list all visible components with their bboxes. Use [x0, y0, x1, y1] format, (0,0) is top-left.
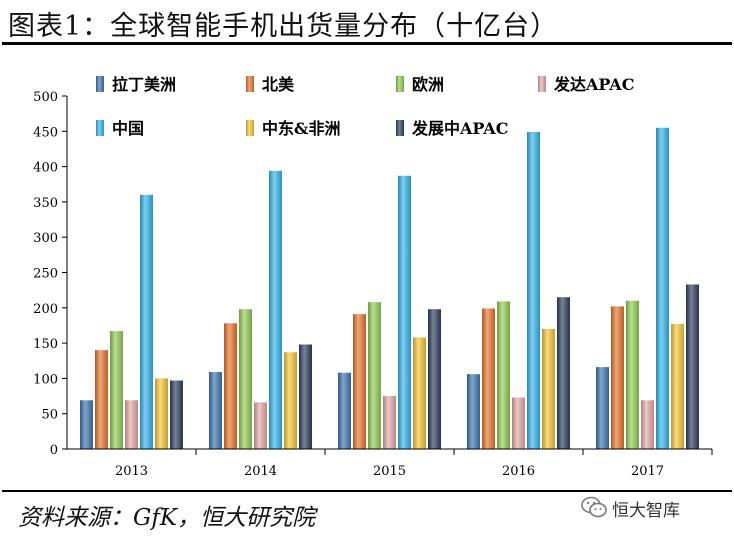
y-axis: 0 50 100 150 200 250 300 350 400 450 500 — [33, 90, 68, 458]
x-tick-label: 2013 — [115, 464, 148, 479]
y-tick-label: 400 — [33, 161, 58, 176]
legend-label: 欧洲 — [412, 75, 444, 94]
bar-2016-中东&非洲 — [542, 328, 555, 449]
legend-label: 中东&非洲 — [262, 119, 340, 138]
y-tick-label: 500 — [33, 90, 58, 105]
y-tick-label: 450 — [33, 125, 58, 140]
bar-2013-中东&非洲 — [155, 378, 168, 449]
bar-2013-欧洲 — [110, 331, 123, 449]
y-tick-label: 100 — [33, 372, 58, 387]
bar-2013-北美 — [95, 350, 108, 449]
footer-divider — [2, 490, 732, 492]
x-tick-label: 2016 — [502, 464, 535, 479]
bar-2015-中国 — [398, 175, 411, 449]
bar-2015-拉丁美洲 — [338, 372, 351, 449]
y-tick-label: 50 — [41, 408, 58, 423]
bar-2017-中东&非洲 — [671, 324, 684, 449]
source-note: 资料来源：GfK，恒大研究院 — [18, 505, 316, 531]
bar-2014-欧洲 — [239, 309, 252, 449]
bar-chart: 拉丁美洲 北美 欧洲 发达APAC 中国 中东&非洲 发展中APAC 0 50 100 150 20… — [33, 75, 713, 479]
y-tick-label: 250 — [33, 267, 58, 282]
legend-label: 拉丁美洲 — [112, 75, 176, 94]
y-tick-label: 300 — [33, 231, 58, 246]
title-divider — [2, 42, 732, 45]
legend-swatch — [96, 120, 104, 136]
bar-2014-北美 — [224, 323, 237, 449]
bar-2014-拉丁美洲 — [209, 372, 222, 449]
wechat-icon — [581, 496, 607, 518]
y-tick-label: 0 — [50, 443, 58, 458]
legend-swatch — [246, 76, 254, 92]
bar-2016-拉丁美洲 — [467, 374, 480, 449]
legend: 拉丁美洲 北美 欧洲 发达APAC 中国 中东&非洲 发展中APAC — [96, 75, 634, 138]
bar-2015-发达APAC — [383, 396, 396, 449]
legend-label: 中国 — [112, 119, 144, 138]
x-tick-label: 2014 — [244, 464, 277, 479]
bar-2014-发展中APAC — [299, 344, 312, 449]
y-tick-label: 150 — [33, 337, 58, 352]
bar-2017-中国 — [656, 127, 669, 450]
legend-swatch — [96, 76, 104, 92]
bar-2014-中国 — [269, 170, 282, 449]
x-tick-label: 2015 — [373, 464, 406, 479]
legend-swatch — [396, 76, 404, 92]
bar-2017-北美 — [611, 306, 624, 449]
bar-2016-北美 — [482, 308, 495, 449]
y-tick-label: 200 — [33, 302, 58, 317]
legend-label: 发展中APAC — [411, 119, 508, 138]
bar-2013-发达APAC — [125, 400, 138, 449]
watermark: 恒大智库 — [612, 501, 680, 521]
bar-2016-发达APAC — [512, 397, 525, 449]
bar-2016-中国 — [527, 132, 540, 450]
bar-2013-中国 — [140, 194, 153, 449]
x-axis: 2013 2014 2015 2016 2017 — [67, 448, 713, 479]
bar-2015-发展中APAC — [428, 309, 441, 449]
bar-2017-发达APAC — [641, 400, 654, 449]
legend-swatch — [396, 120, 404, 136]
x-tick-label: 2017 — [631, 464, 664, 479]
bars — [80, 127, 699, 450]
bar-2017-欧洲 — [626, 300, 639, 449]
y-tick-label: 350 — [33, 196, 58, 211]
bar-2015-北美 — [353, 314, 366, 449]
legend-label: 发达APAC — [553, 75, 634, 94]
bar-2013-发展中APAC — [170, 380, 183, 449]
bar-2015-中东&非洲 — [413, 337, 426, 449]
bar-2014-发达APAC — [254, 402, 267, 449]
bar-2016-欧洲 — [497, 301, 510, 449]
chart-title: 图表1：全球智能手机出货量分布（十亿台） — [8, 11, 559, 42]
bar-2013-拉丁美洲 — [80, 400, 93, 449]
legend-swatch — [538, 76, 546, 92]
bar-2017-拉丁美洲 — [596, 367, 609, 449]
bar-2014-中东&非洲 — [284, 352, 297, 449]
legend-swatch — [246, 120, 254, 136]
bar-2017-发展中APAC — [686, 284, 699, 449]
bar-2016-发展中APAC — [557, 297, 570, 449]
bar-2015-欧洲 — [368, 302, 381, 449]
legend-label: 北美 — [262, 75, 295, 94]
